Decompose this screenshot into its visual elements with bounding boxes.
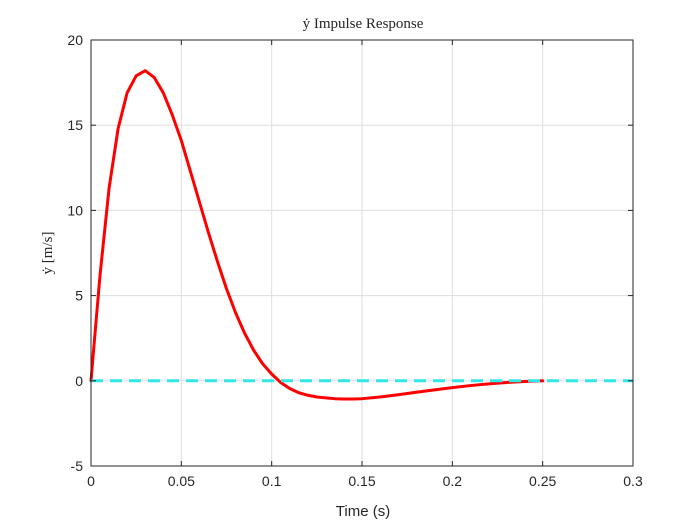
x-tick-label: 0.25 bbox=[529, 473, 556, 489]
y-axis-label: ẏ [m/s] bbox=[40, 232, 56, 275]
x-tick-label: 0.1 bbox=[262, 473, 282, 489]
chart-title: ẏ Impulse Response bbox=[303, 16, 424, 32]
y-tick-label: 0 bbox=[75, 373, 83, 389]
y-tick-label: 10 bbox=[67, 202, 83, 218]
x-tick-label: 0.3 bbox=[623, 473, 643, 489]
series-layer bbox=[89, 69, 633, 401]
y-tick-label: 5 bbox=[75, 288, 83, 304]
x-tick-label: 0 bbox=[87, 473, 95, 489]
y-tick-label: -5 bbox=[71, 458, 84, 474]
y-tick-label: 20 bbox=[67, 32, 83, 48]
grid bbox=[91, 40, 633, 466]
x-tick-label: 0.15 bbox=[348, 473, 375, 489]
x-tick-label: 0.2 bbox=[443, 473, 463, 489]
impulse-response-line bbox=[89, 69, 545, 401]
x-axis-label: Time (s) bbox=[336, 503, 390, 520]
x-tick-label: 0.05 bbox=[168, 473, 195, 489]
y-tick-label: 15 bbox=[67, 117, 83, 133]
